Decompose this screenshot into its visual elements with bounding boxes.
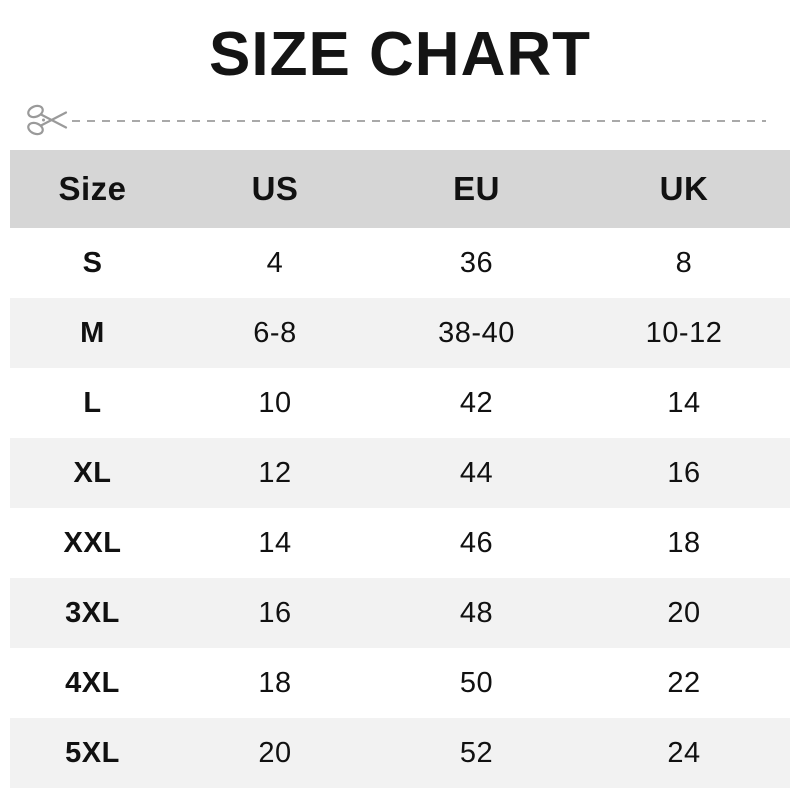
cell-us: 4: [175, 228, 375, 298]
cell-eu: 48: [375, 578, 578, 648]
cell-uk: 20: [578, 578, 790, 648]
table-row: 5XL 20 52 24: [10, 718, 790, 788]
cell-us: 20: [175, 718, 375, 788]
table-row: XXL 14 46 18: [10, 508, 790, 578]
table-header-row: Size US EU UK: [10, 150, 790, 228]
cell-eu: 50: [375, 648, 578, 718]
table-row: L 10 42 14: [10, 368, 790, 438]
cell-eu: 42: [375, 368, 578, 438]
cell-us: 18: [175, 648, 375, 718]
cell-us: 12: [175, 438, 375, 508]
cell-size: 3XL: [10, 578, 175, 648]
page-title: SIZE CHART: [209, 20, 591, 89]
column-header-uk: UK: [578, 150, 790, 228]
cell-size: S: [10, 228, 175, 298]
table-body: S 4 36 8 M 6-8 38-40 10-12 L 10 42 14 XL…: [10, 228, 790, 788]
cell-size: 4XL: [10, 648, 175, 718]
cell-size: XL: [10, 438, 175, 508]
table-row: 4XL 18 50 22: [10, 648, 790, 718]
cell-eu: 52: [375, 718, 578, 788]
cell-us: 14: [175, 508, 375, 578]
dashed-cut-line: [72, 120, 766, 122]
column-header-eu: EU: [375, 150, 578, 228]
cell-uk: 22: [578, 648, 790, 718]
table-row: S 4 36 8: [10, 228, 790, 298]
table-header: Size US EU UK: [10, 150, 790, 228]
cell-size: 5XL: [10, 718, 175, 788]
cell-size: L: [10, 368, 175, 438]
cell-uk: 18: [578, 508, 790, 578]
cell-uk: 10-12: [578, 298, 790, 368]
cell-uk: 16: [578, 438, 790, 508]
cell-eu: 36: [375, 228, 578, 298]
cell-uk: 24: [578, 718, 790, 788]
cell-uk: 14: [578, 368, 790, 438]
cell-eu: 44: [375, 438, 578, 508]
column-header-size: Size: [10, 150, 175, 228]
column-header-us: US: [175, 150, 375, 228]
table-row: M 6-8 38-40 10-12: [10, 298, 790, 368]
size-chart-table: Size US EU UK S 4 36 8 M 6-8 38-40 10-12…: [10, 150, 790, 788]
cut-line: [22, 100, 778, 140]
table-row: 3XL 16 48 20: [10, 578, 790, 648]
cell-uk: 8: [578, 228, 790, 298]
cell-us: 10: [175, 368, 375, 438]
table-row: XL 12 44 16: [10, 438, 790, 508]
cell-us: 6-8: [175, 298, 375, 368]
scissors-icon: [27, 104, 68, 136]
cell-us: 16: [175, 578, 375, 648]
cell-size: XXL: [10, 508, 175, 578]
cell-eu: 46: [375, 508, 578, 578]
cell-size: M: [10, 298, 175, 368]
cell-eu: 38-40: [375, 298, 578, 368]
